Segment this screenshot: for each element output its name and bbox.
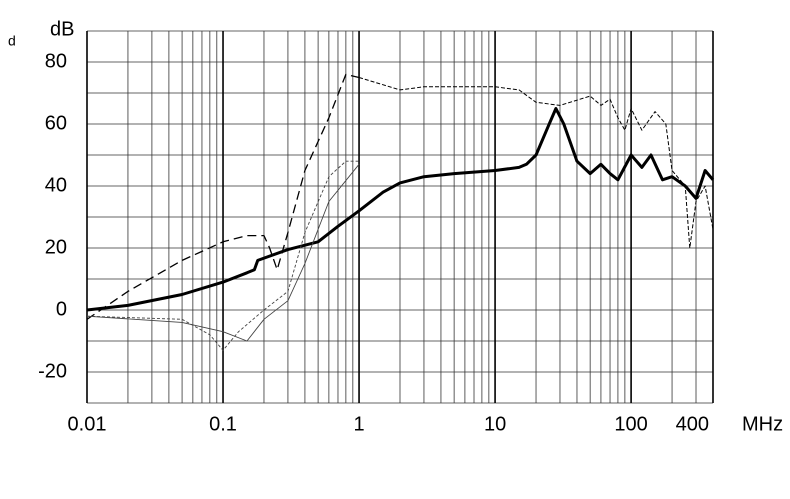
x-axis-label: MHz xyxy=(742,413,783,435)
x-tick-label: 1 xyxy=(353,413,364,435)
x-tick-label: 0.1 xyxy=(209,413,237,435)
y-axis-label: dB xyxy=(50,18,74,40)
x-tick-label: 100 xyxy=(614,413,647,435)
y-tick-label: 20 xyxy=(45,236,67,258)
y-tick-label: 60 xyxy=(45,112,67,134)
series-line xyxy=(86,107,715,312)
x-tick-label: 10 xyxy=(484,413,506,435)
y-tick-label: 40 xyxy=(45,174,67,196)
series-line xyxy=(86,160,360,351)
series-line xyxy=(86,164,360,342)
y-tick-label: -20 xyxy=(38,360,67,382)
series-line xyxy=(86,73,360,320)
x-tick-label: 400 xyxy=(676,413,709,435)
y-tick-label: 0 xyxy=(56,298,67,320)
series-line xyxy=(358,77,714,249)
note: d xyxy=(8,33,16,49)
x-tick-label: 0.01 xyxy=(68,413,107,435)
y-tick-label: 80 xyxy=(45,50,67,72)
